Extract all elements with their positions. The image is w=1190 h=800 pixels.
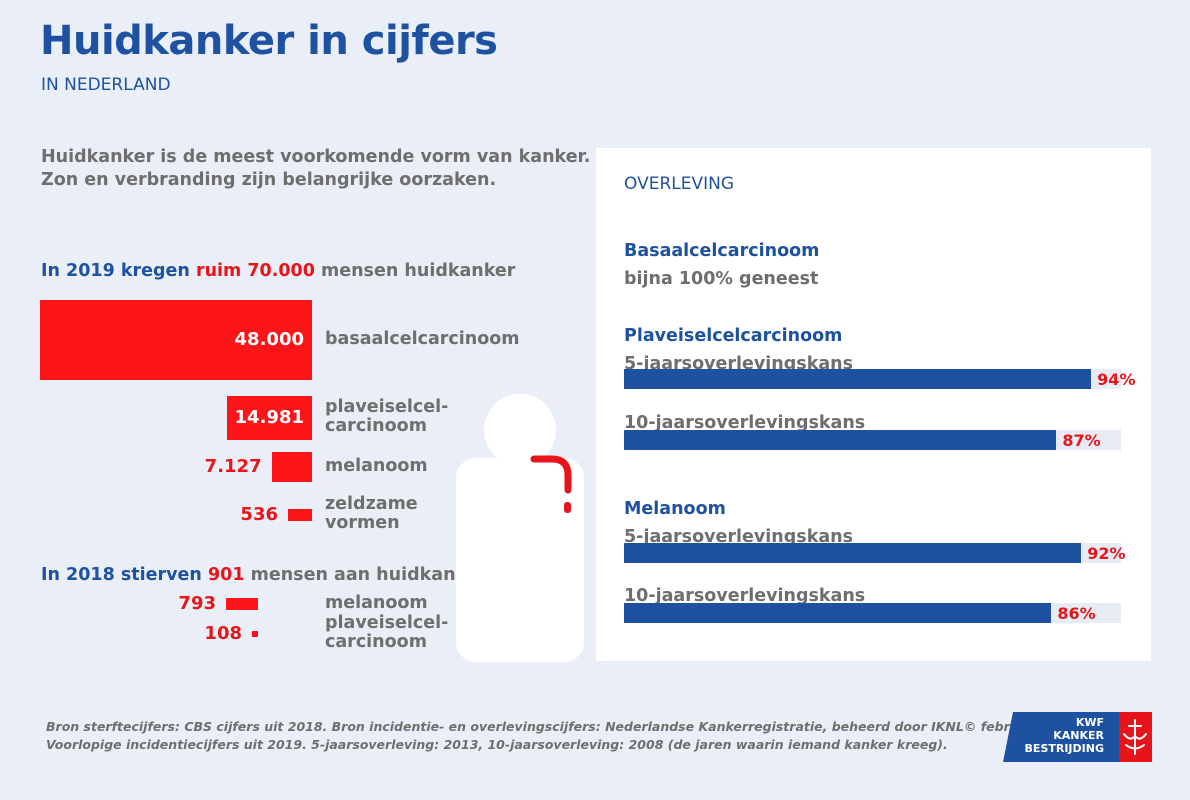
incidence-heading-suffix: mensen huidkanker (321, 261, 516, 281)
category-label-0: melanoom (325, 592, 428, 613)
survival-bar-fill (624, 603, 1052, 623)
category-label-3: zeldzame vormen (325, 494, 418, 533)
survival-panel: OVERLEVING Basaalcelcarcinoom bijna 100% … (596, 148, 1151, 661)
mortality-heading: In 2018 stierven 901 mensen aan huidkank… (41, 565, 487, 585)
incidence-heading-highlight: ruim 70.000 (195, 261, 315, 281)
source-line: Voorlopige incidentiecijfers uit 2019. 5… (46, 737, 948, 752)
survival-type-name: Basaalcelcarcinoom (624, 241, 820, 261)
skin-spot-dot (564, 502, 571, 513)
value-label-1: 108 (204, 623, 242, 644)
category-label-2: melanoom (325, 455, 428, 476)
survival-bar-track: 86% (624, 603, 1121, 623)
category-label-0: basaalcelcarcinoom (325, 328, 520, 349)
survival-type-name: Plaveiselcelcarcinoom (624, 326, 843, 346)
survival-percent-label: 94% (1097, 370, 1136, 389)
survival-percent-label: 86% (1057, 604, 1096, 623)
value-label-2: 7.127 (204, 456, 262, 477)
survival-type-name: Melanoom (624, 499, 726, 519)
survival-type-note: bijna 100% geneest (624, 269, 819, 289)
incidence-chart: 48.000 basaalcelcarcinoom 14.981 plaveiselc… (0, 0, 520, 533)
skin-spot (530, 455, 572, 494)
person-illustration (456, 394, 584, 662)
source-note: Bron sterftecijfers: CBS cijfers uit 201… (46, 718, 1081, 754)
survival-metric-label: 10-jaarsoverlevingskans (624, 586, 866, 606)
survival-bar-track: 94% (624, 369, 1135, 389)
logo-line: KANKER (1053, 729, 1104, 742)
incidence-heading: In 2019 kregen ruim 70.000 mensen huidka… (41, 261, 515, 281)
survival-metric-label: 5-jaarsoverlevingskans (624, 527, 854, 547)
kwf-logo: KWF KANKER BESTRIJDING (1003, 712, 1152, 762)
value-label-0: 48.000 (234, 329, 304, 350)
value-label-0: 793 (178, 593, 216, 614)
mortality-heading-suffix: mensen aan huidkanker (250, 565, 488, 585)
intro-line: Huidkanker is de meest voorkomende vorm … (41, 147, 591, 167)
intro-text: Huidkanker is de meest voorkomende vorm … (41, 146, 590, 192)
logo-blue-shape (1003, 712, 1119, 762)
incidence-heading-prefix: In 2019 kregen (41, 261, 190, 281)
panel-title: OVERLEVING (624, 174, 735, 194)
survival-bar-track: 87% (624, 430, 1121, 450)
mortality-heading-prefix: In 2018 stierven (41, 565, 202, 585)
bar-1 (227, 395, 312, 441)
person-body (456, 458, 584, 662)
bar-2 (271, 451, 312, 483)
logo-line: KWF (1075, 716, 1104, 729)
logo-emblem-icon (1123, 719, 1147, 755)
logo-text: KWF KANKER BESTRIJDING (1025, 716, 1104, 755)
survival-bar-track: 92% (624, 543, 1126, 563)
survival-bar-fill (624, 430, 1057, 450)
survival-bar-fill (624, 543, 1082, 563)
survival-percent-label: 92% (1087, 544, 1126, 563)
mortality-chart: 793 melanoom 108 plaveiselcel-carcinoom (0, 0, 448, 652)
survival-bar-fill (624, 369, 1092, 389)
page-subtitle: IN NEDERLAND (41, 75, 171, 95)
intro-line: Zon en verbranding zijn belangrijke oorz… (41, 170, 497, 190)
value-label-1: 14.981 (234, 407, 304, 428)
category-label-1: plaveiselcel-carcinoom (325, 397, 449, 436)
bar-3 (288, 509, 312, 521)
category-label-1: plaveiselcel-carcinoom (325, 613, 449, 652)
person-head (484, 394, 556, 466)
bar-0 (226, 598, 258, 610)
logo-line: BESTRIJDING (1024, 742, 1104, 755)
survival-percent-label: 87% (1062, 431, 1101, 450)
bar-1 (252, 631, 258, 637)
value-label-3: 536 (240, 504, 278, 525)
survival-metric-label: 10-jaarsoverlevingskans (624, 413, 866, 433)
page-title: Huidkanker in cijfers (40, 18, 498, 64)
source-line: Bron sterftecijfers: CBS cijfers uit 201… (46, 719, 1082, 734)
mortality-heading-highlight: 901 (207, 565, 245, 585)
bar-0 (40, 300, 312, 380)
